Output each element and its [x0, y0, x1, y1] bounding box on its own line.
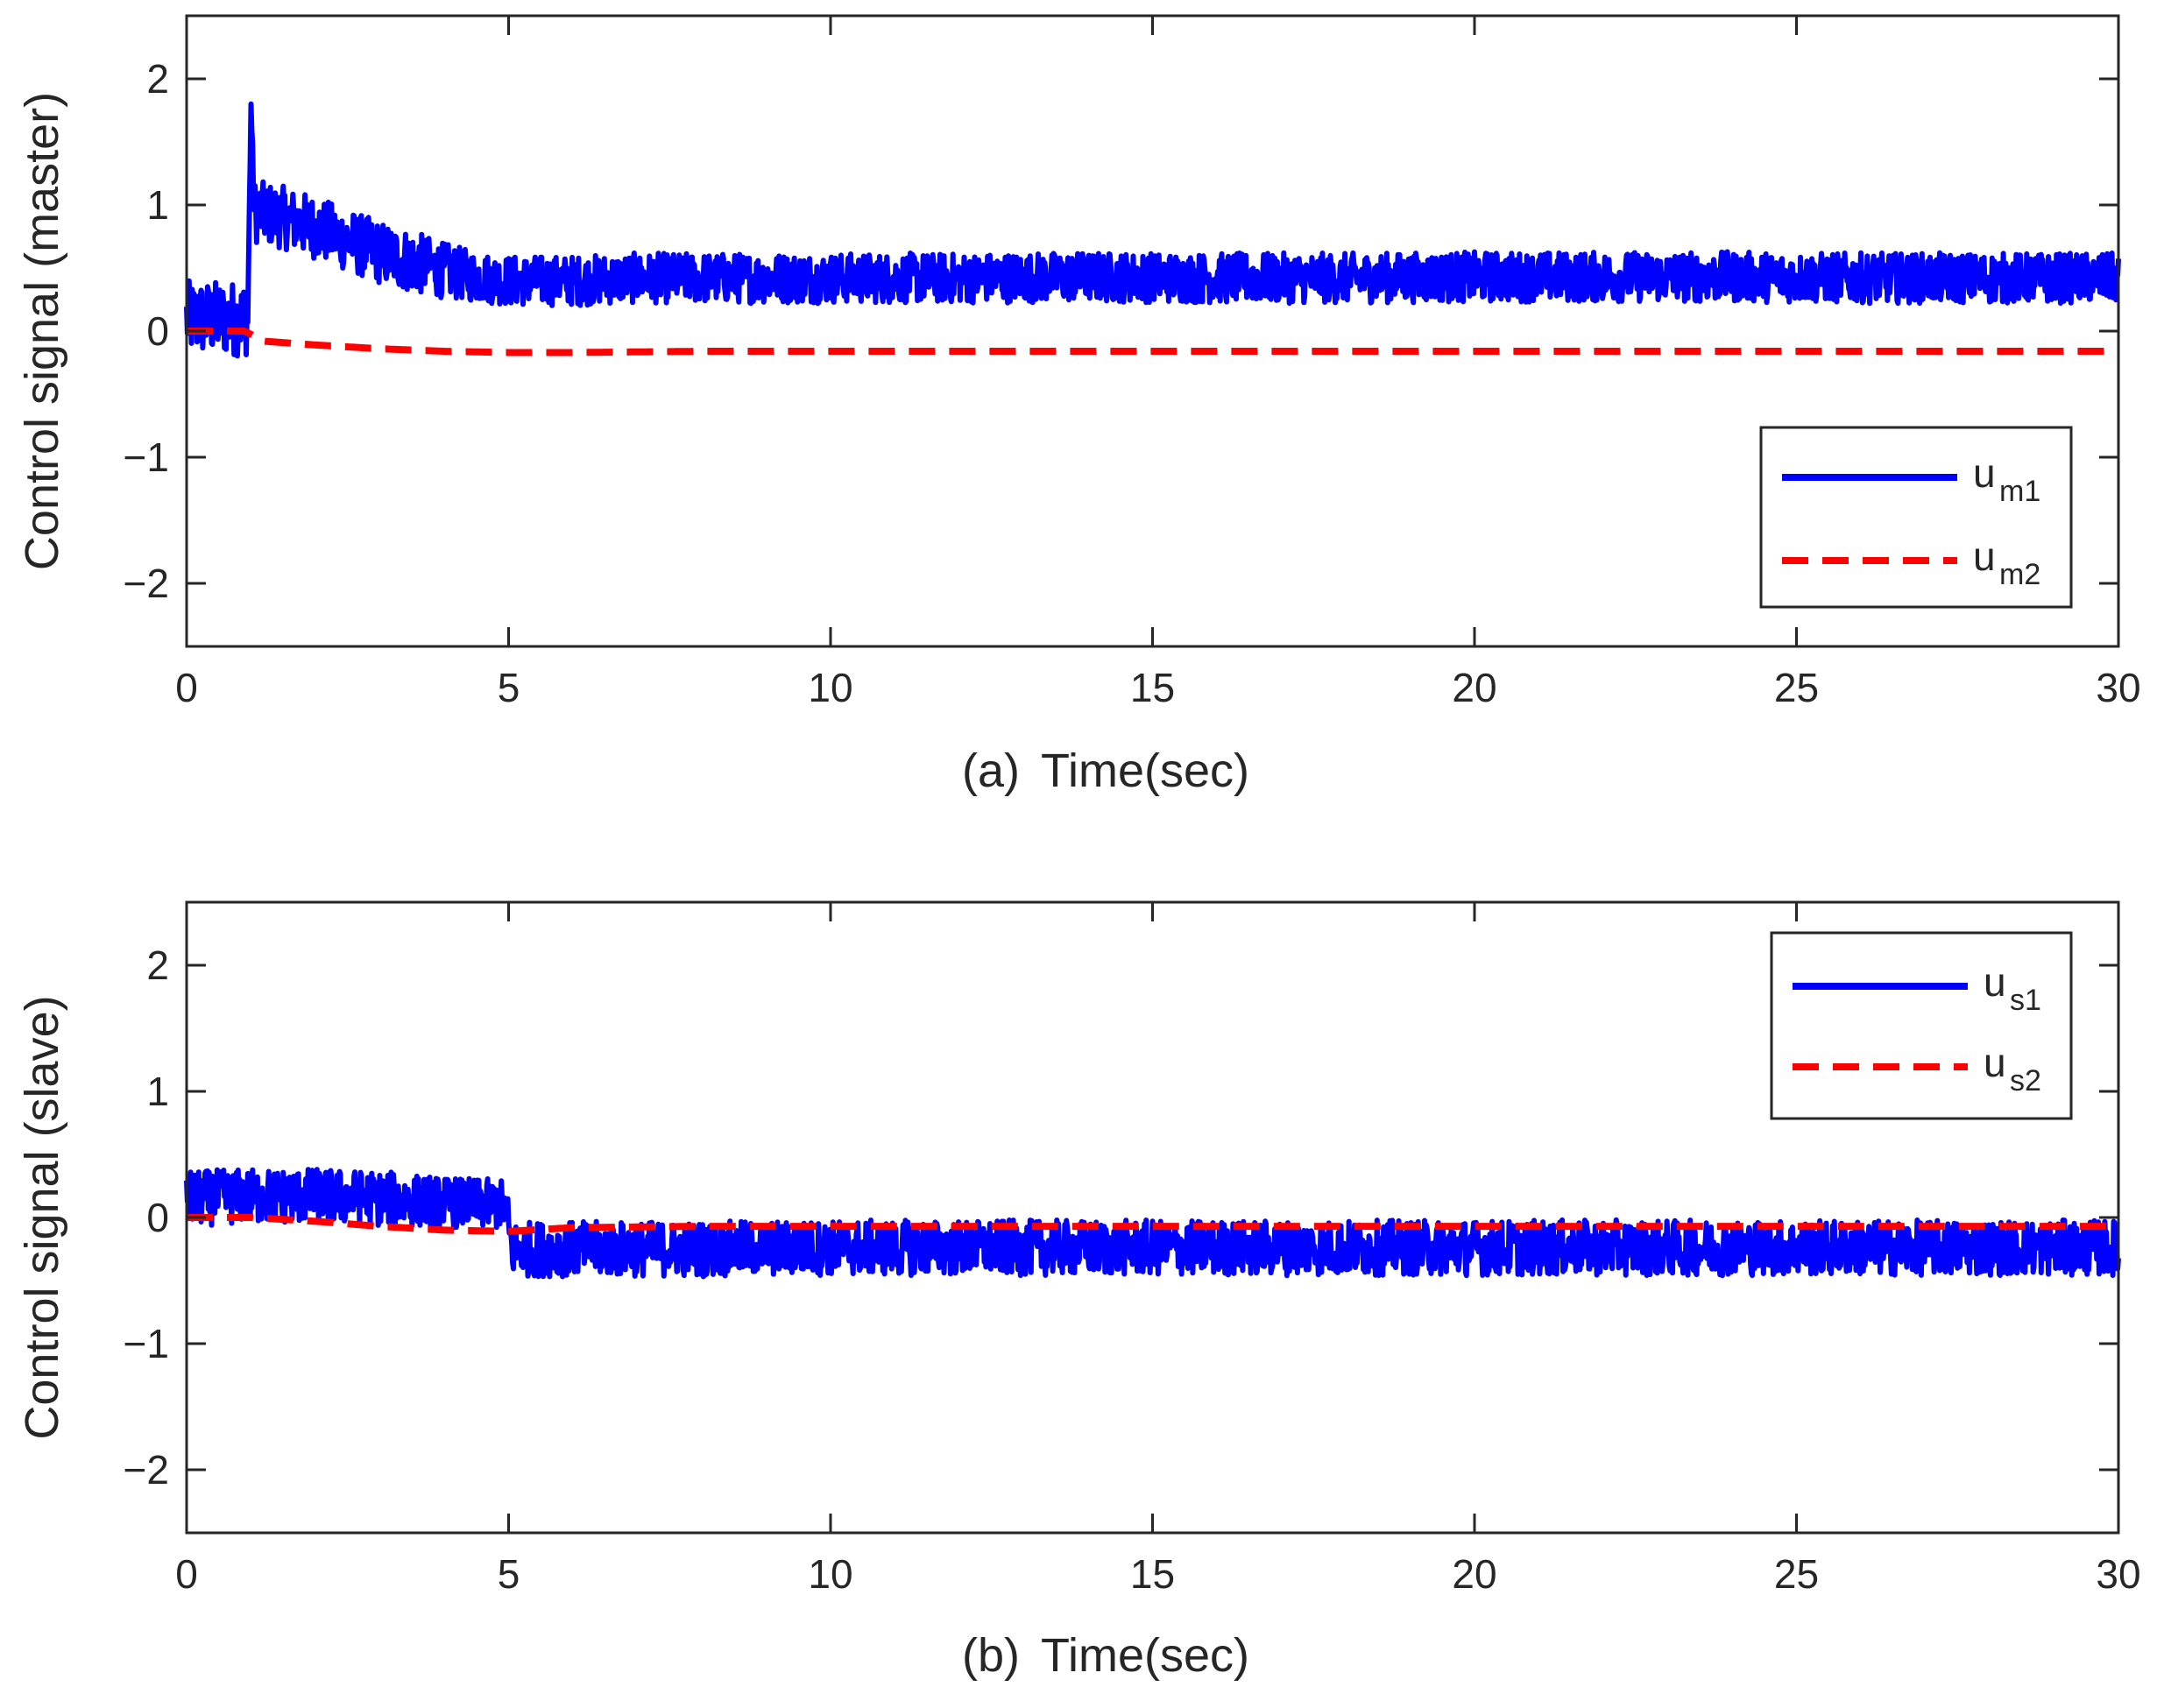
x-tick-label: 5	[498, 665, 520, 710]
panel-a-caption: (a)	[962, 745, 1020, 797]
x-tick-label: 10	[808, 1551, 852, 1597]
x-tick-label: 30	[2096, 1551, 2140, 1597]
y-tick-label: −1	[124, 434, 169, 480]
panel-a-legend-box	[1759, 426, 2073, 609]
panel-b-xlabel: Time(sec)	[1041, 1629, 1249, 1682]
legend-um2-base: u	[1973, 533, 1996, 579]
y-tick-label: 0	[146, 1195, 169, 1240]
series-line-um1	[184, 101, 2121, 359]
legend-us2-base: u	[1984, 1040, 2006, 1085]
panel-a-xlabel: Time(sec)	[1041, 745, 1249, 797]
x-tick-label: 15	[1130, 665, 1175, 710]
y-tick-label: 0	[146, 308, 169, 354]
panel-b-caption: (b)	[962, 1629, 1020, 1682]
panel-a-y-axis-label: Control signal (master)	[16, 92, 68, 570]
series-line-um2	[183, 328, 2122, 356]
series-line-us1	[184, 1167, 2121, 1280]
x-tick-label: 5	[498, 1551, 520, 1597]
y-tick-label: −2	[124, 561, 169, 606]
x-tick-label: 20	[1452, 1551, 1496, 1597]
panel-b-legend-box	[1770, 931, 2073, 1120]
y-tick-label: 2	[146, 942, 169, 988]
panel-b-x-axis-label: (b) Time(sec)	[962, 1629, 1249, 1682]
panel-a-legend-label-um2: u m2	[1973, 533, 2040, 591]
panel-a-series-layer	[183, 101, 2122, 359]
panel-b-legend-label-us2: u s2	[1984, 1040, 2041, 1097]
y-tick-label: 1	[146, 182, 169, 228]
legend-us1-base: u	[1984, 959, 2006, 1005]
y-tick-label: −1	[124, 1321, 169, 1366]
panel-b-y-axis-label: Control signal (slave)	[16, 995, 68, 1439]
x-tick-label: 15	[1130, 1551, 1175, 1597]
legend-um1-sub: m1	[1999, 475, 2040, 508]
x-tick-label: 0	[175, 1551, 198, 1597]
panel-b-legend: u s1 u s2	[1770, 931, 2073, 1120]
y-tick-label: 1	[146, 1069, 169, 1114]
x-tick-label: 30	[2096, 665, 2140, 710]
series-line-us2	[183, 1214, 2122, 1235]
x-tick-label: 25	[1774, 665, 1819, 710]
legend-us1-sub: s1	[2010, 984, 2041, 1017]
x-tick-label: 25	[1774, 1551, 1819, 1597]
x-tick-label: 0	[175, 665, 198, 710]
panel-b-legend-label-us1: u s1	[1984, 959, 2041, 1017]
x-tick-label: 20	[1452, 665, 1496, 710]
legend-us2-sub: s2	[2010, 1064, 2041, 1097]
y-tick-label: −2	[124, 1447, 169, 1493]
panel-a-x-axis-label: (a) Time(sec)	[962, 745, 1249, 797]
legend-um2-sub: m2	[1999, 558, 2040, 591]
panel-a-legend: u m1 u m2	[1759, 426, 2073, 609]
panel-b-series-layer	[183, 1167, 2122, 1280]
legend-um1-base: u	[1973, 450, 1996, 496]
y-tick-label: 2	[146, 56, 169, 102]
x-tick-label: 10	[808, 665, 852, 710]
panel-a-legend-label-um1: u m1	[1973, 450, 2040, 508]
